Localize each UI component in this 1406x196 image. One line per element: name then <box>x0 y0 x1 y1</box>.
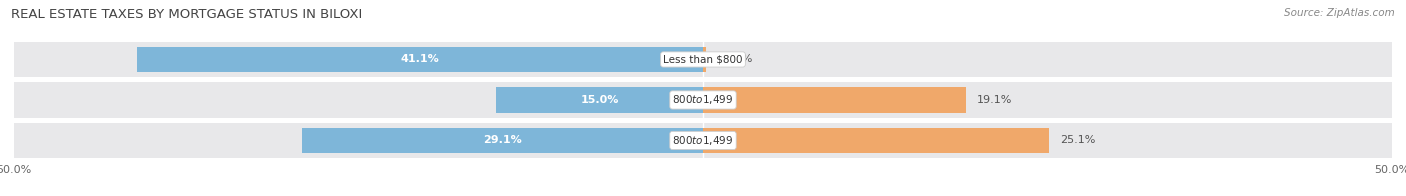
Text: 41.1%: 41.1% <box>401 54 439 64</box>
Text: 25.1%: 25.1% <box>1060 135 1095 145</box>
Text: 19.1%: 19.1% <box>977 95 1012 105</box>
Text: 29.1%: 29.1% <box>484 135 522 145</box>
Text: Less than $800: Less than $800 <box>664 54 742 64</box>
Text: 0.23%: 0.23% <box>717 54 752 64</box>
Bar <box>703 128 1049 153</box>
Bar <box>14 82 1392 118</box>
Text: REAL ESTATE TAXES BY MORTGAGE STATUS IN BILOXI: REAL ESTATE TAXES BY MORTGAGE STATUS IN … <box>11 8 363 21</box>
Bar <box>14 42 1392 77</box>
Bar <box>703 47 706 72</box>
Text: $800 to $1,499: $800 to $1,499 <box>672 134 734 147</box>
Bar <box>302 128 703 153</box>
Text: 15.0%: 15.0% <box>581 95 619 105</box>
Text: $800 to $1,499: $800 to $1,499 <box>672 93 734 106</box>
Bar <box>136 47 703 72</box>
Bar <box>14 123 1392 158</box>
Text: Source: ZipAtlas.com: Source: ZipAtlas.com <box>1284 8 1395 18</box>
Bar <box>703 87 966 113</box>
Bar <box>496 87 703 113</box>
